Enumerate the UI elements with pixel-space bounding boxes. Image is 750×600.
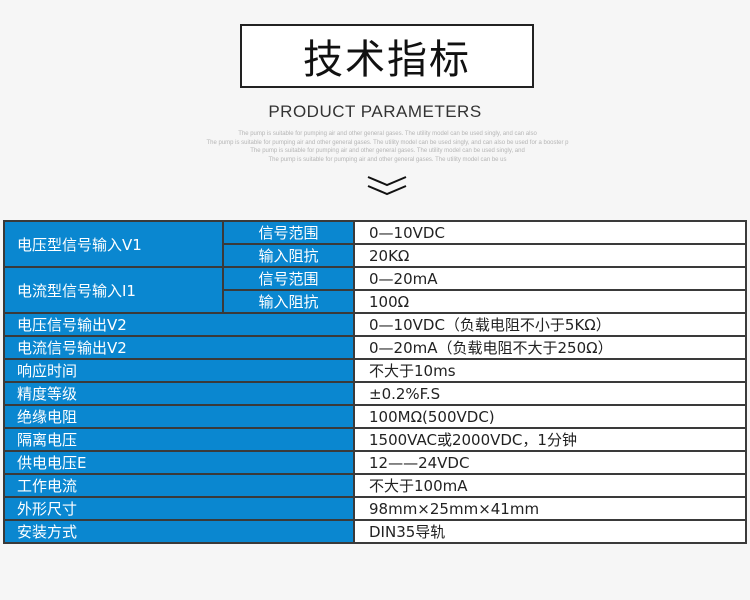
param-value: 0—10VDC（负载电阻不小于5KΩ） [353,312,747,337]
table-row: 输入阻抗 100Ω [4,289,747,314]
param-value: 20KΩ [353,243,747,268]
param-label: 工作电流 [3,473,355,498]
param-value: 100MΩ(500VDC) [353,404,747,429]
param-value: 0—10VDC [353,220,747,245]
description-line: The pump is suitable for pumping air and… [238,131,537,137]
table-row: 响应时间 不大于10ms [3,358,747,383]
param-label: 供电电压E [3,450,355,475]
sub-param-label: 信号范围 [222,266,355,291]
page-title: 技术指标 [240,24,534,88]
table-row: 隔离电压 1500VAC或2000VDC，1分钟 [3,427,747,452]
param-value: 0—20mA [353,266,747,291]
param-label: 外形尺寸 [3,496,355,521]
table-row: 精度等级 ±0.2%F.S [3,381,747,406]
param-value: 1500VAC或2000VDC，1分钟 [353,427,747,452]
spec-table: 电压型信号输入V1 信号范围 0—10VDC 输入阻抗 20KΩ 电流型信号输入I1 信号范… [3,220,747,544]
table-row: 安装方式 DIN35导轨 [3,519,747,544]
sub-param-label: 输入阻抗 [222,243,355,268]
param-label: 隔离电压 [3,427,355,452]
table-row: 电流信号输出V2 0—20mA（负载电阻不大于250Ω） [3,335,747,360]
sub-param-label: 输入阻抗 [222,289,355,314]
sub-param-label: 信号范围 [222,220,355,245]
param-label: 电流信号输出V2 [3,335,355,360]
description: The pump is suitable for pumping air and… [0,130,750,164]
table-row: 电压型信号输入V1 信号范围 0—10VDC [3,220,747,268]
param-value: 98mm×25mm×41mm [353,496,747,521]
table-row: 工作电流 不大于100mA [3,473,747,498]
param-label: 电压型信号输入V1 [3,220,224,268]
param-value: DIN35导轨 [353,519,747,544]
param-label: 安装方式 [3,519,355,544]
double-chevron-down-icon [367,176,407,196]
table-row: 电压信号输出V2 0—10VDC（负载电阻不小于5KΩ） [3,312,747,337]
table-row: 供电电压E 12——24VDC [3,450,747,475]
description-line: The pump is suitable for pumping air and… [250,148,525,154]
param-value: 100Ω [353,289,747,314]
param-value: 不大于10ms [353,358,747,383]
param-label: 精度等级 [3,381,355,406]
param-value: 不大于100mA [353,473,747,498]
table-row: 输入阻抗 20KΩ [4,243,747,268]
param-label: 电压信号输出V2 [3,312,355,337]
param-label: 响应时间 [3,358,355,383]
param-value: 12——24VDC [353,450,747,475]
table-row: 绝缘电阻 100MΩ(500VDC) [3,404,747,429]
description-line: The pump is suitable for pumping air and… [206,139,569,146]
param-value: 0—20mA（负载电阻不大于250Ω） [353,335,747,360]
table-row: 电流型信号输入I1 信号范围 0—20mA [3,266,747,314]
table-row: 外形尺寸 98mm×25mm×41mm [3,496,747,521]
description-line: The pump is suitable for pumping air and… [268,156,507,163]
param-label: 绝缘电阻 [3,404,355,429]
param-label: 电流型信号输入I1 [3,266,224,314]
page-subtitle: PRODUCT PARAMETERS [268,102,482,121]
param-value: ±0.2%F.S [353,381,747,406]
